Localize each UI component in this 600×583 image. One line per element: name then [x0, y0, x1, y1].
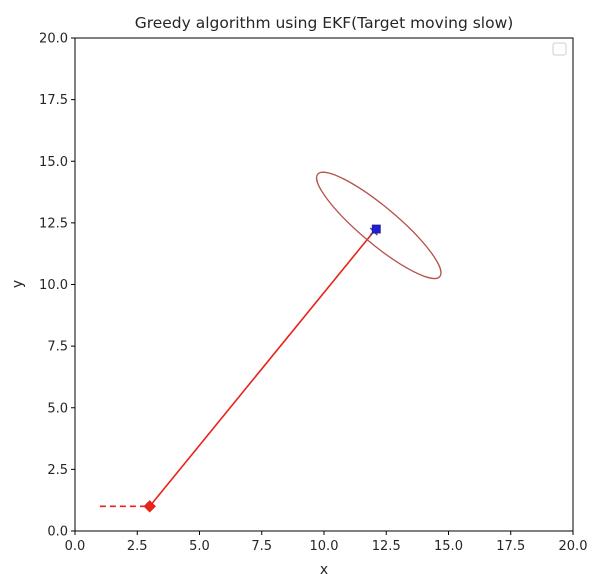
y-axis-label: y [10, 280, 26, 288]
x-tick-label: 15.0 [434, 539, 463, 554]
y-tick-label: 10.0 [39, 278, 68, 293]
legend [552, 42, 567, 56]
y-tick-label: 5.0 [47, 401, 68, 416]
y-tick-label: 2.5 [47, 463, 68, 478]
x-tick-label: 17.5 [496, 539, 525, 554]
plot-frame [74, 37, 574, 532]
plot-area [99, 171, 442, 513]
chart-title: Greedy algorithm using EKF(Target moving… [135, 14, 514, 32]
x-tick-label: 20.0 [559, 539, 588, 554]
y-tick-label: 12.5 [39, 216, 68, 231]
x-tick-label: 10.0 [310, 539, 339, 554]
y-tick-label: 15.0 [39, 155, 68, 170]
legend-box [552, 42, 567, 56]
y-tick-label: 17.5 [39, 93, 68, 108]
y-tick-label: 0.0 [47, 525, 68, 540]
start-diamond-marker [143, 500, 156, 513]
x-tick-label: 7.5 [251, 539, 272, 554]
trajectory-line [149, 230, 375, 507]
axes: 0.0 2.5 5.0 7.5 10.0 12.5 15.0 17.5 20.0 0.0 2.5 5.… [39, 32, 587, 555]
x-tick-label: 2.5 [127, 539, 148, 554]
target-square-marker [371, 224, 381, 234]
y-tick-label: 7.5 [47, 340, 68, 355]
x-axis-label: x [320, 562, 328, 578]
x-tick-label: 12.5 [372, 539, 401, 554]
x-tick-label: 0.0 [65, 539, 86, 554]
x-tick-label: 5.0 [189, 539, 210, 554]
y-tick-label: 20.0 [39, 32, 68, 47]
covariance-ellipse [315, 171, 442, 280]
